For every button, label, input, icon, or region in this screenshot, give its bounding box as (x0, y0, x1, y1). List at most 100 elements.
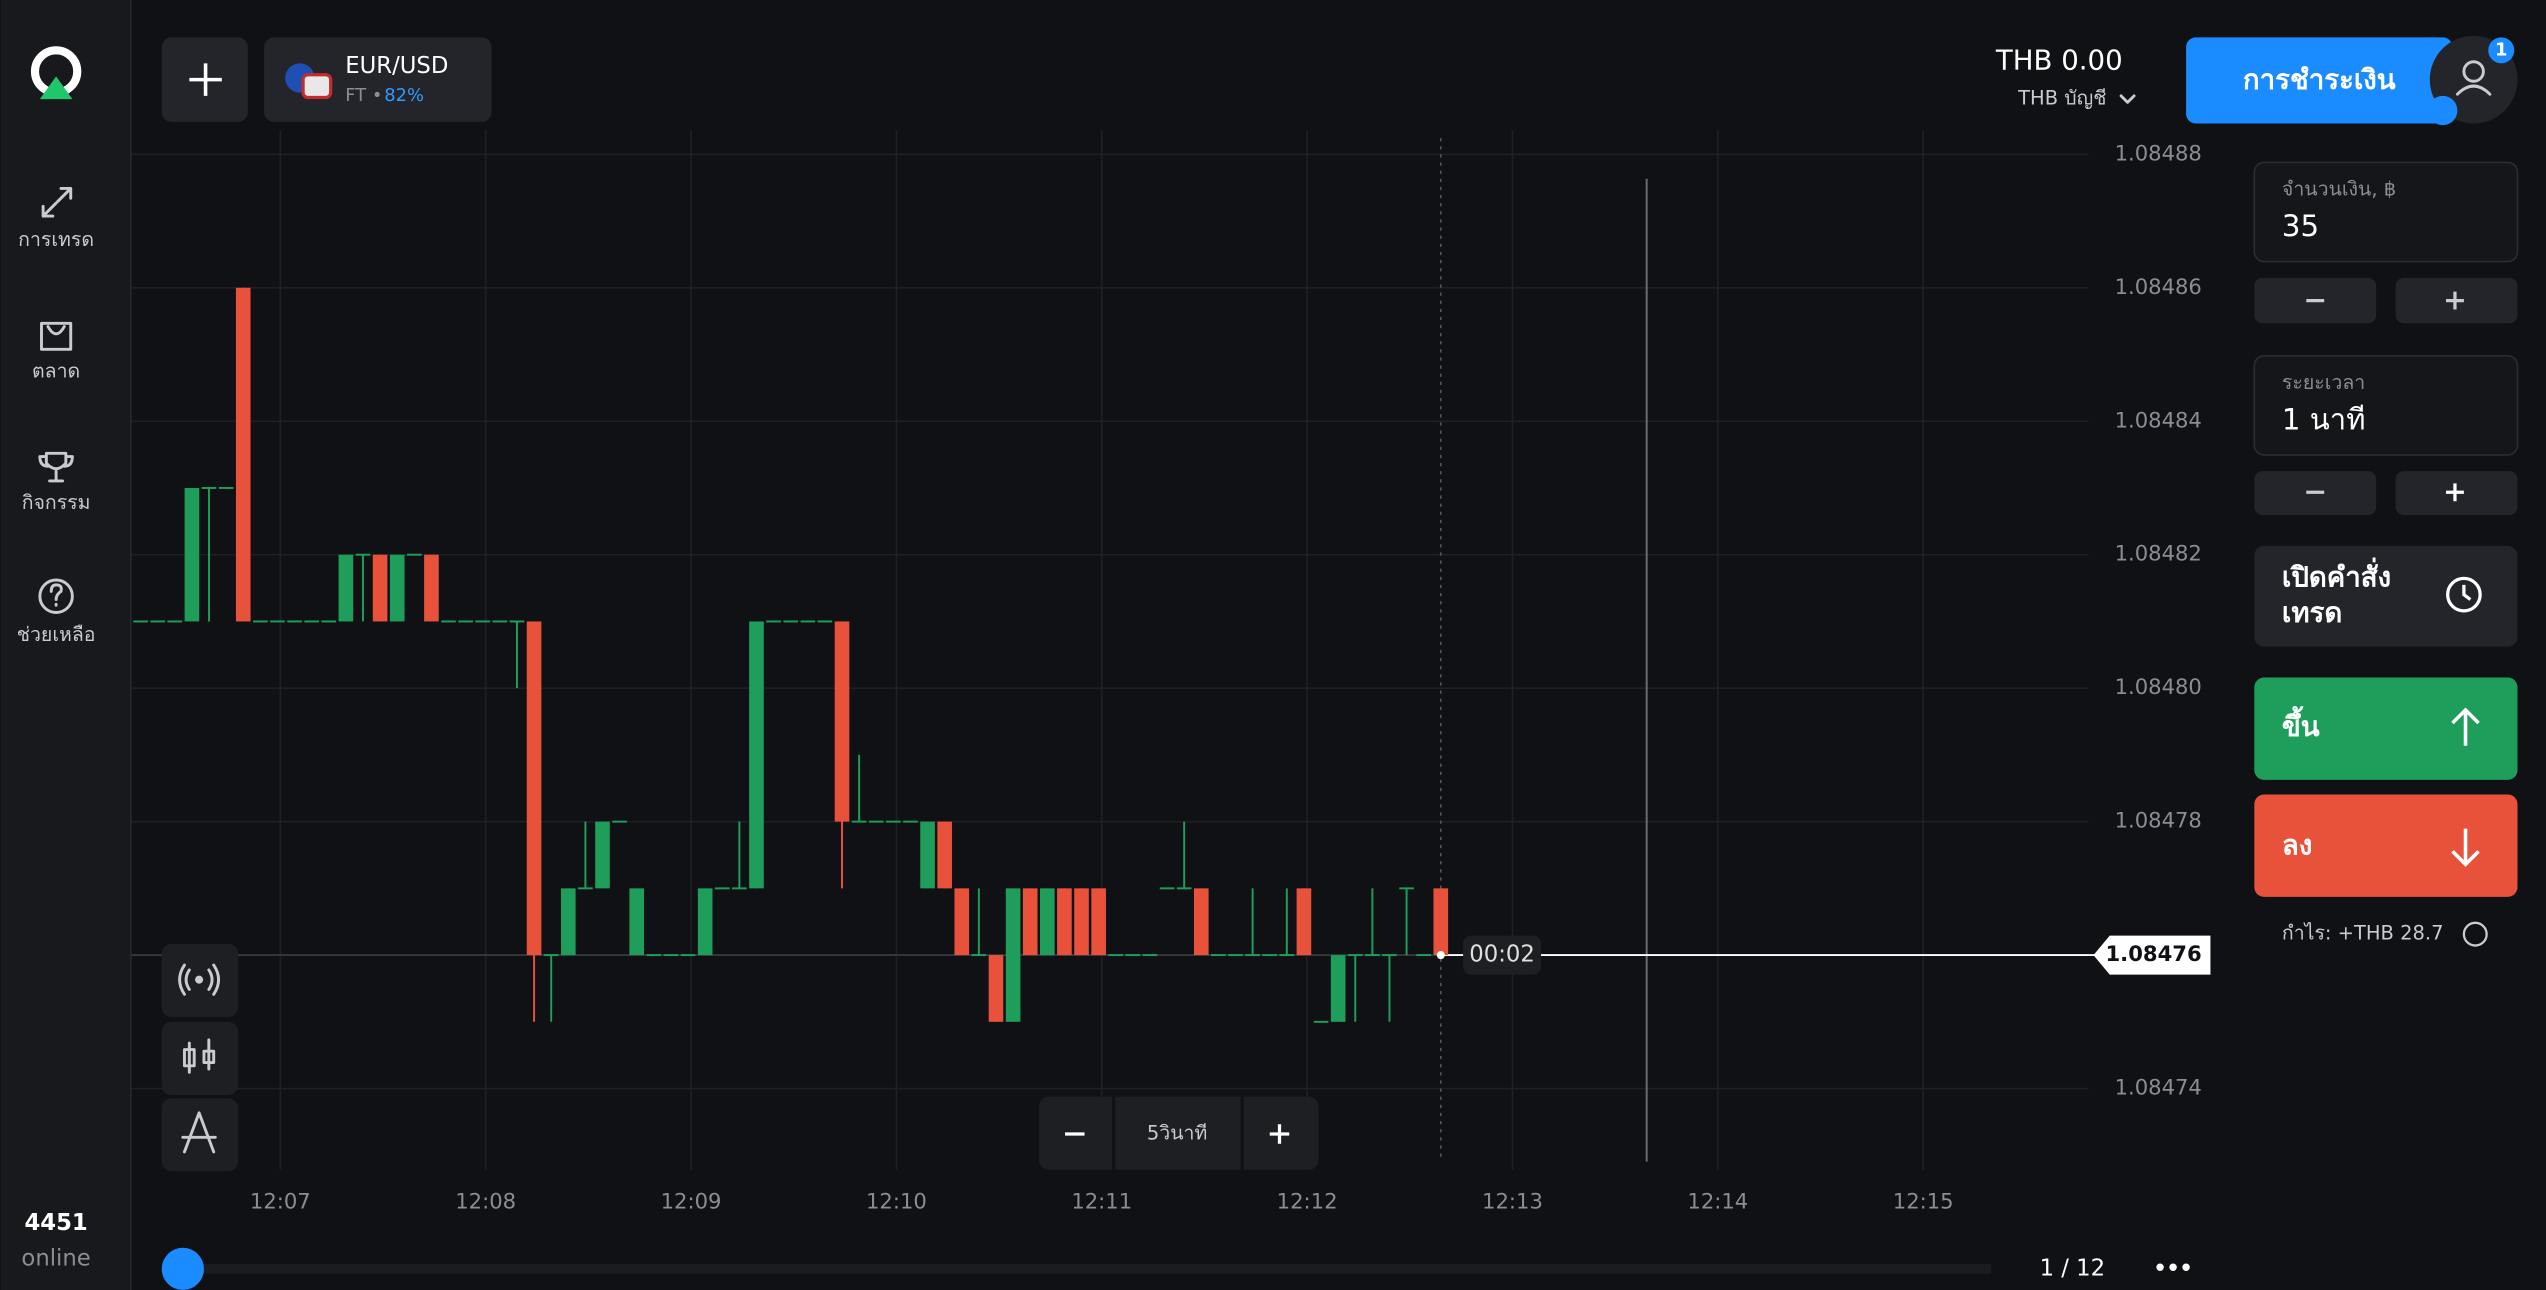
candle-body (749, 621, 764, 889)
status-dot (2428, 95, 2458, 126)
candle-body (783, 620, 799, 623)
logo[interactable] (30, 46, 82, 100)
candle-body (1040, 888, 1055, 956)
down-button[interactable]: ลง (2254, 794, 2518, 897)
candle-body (1433, 888, 1449, 956)
button-bg (2254, 677, 2518, 780)
sidebar (0, 0, 131, 1290)
candle-body (270, 620, 285, 623)
nav-help[interactable]: ช่วยเหลือ (17, 578, 96, 646)
user-icon-head (2462, 60, 2485, 83)
candle-body (954, 888, 970, 956)
duration-minus[interactable] (2254, 471, 2377, 516)
asset-selector[interactable]: EUR/USD FT • 82% (264, 37, 492, 122)
timer: 00:02 (1469, 942, 1535, 968)
candle-body (218, 487, 234, 489)
input-box (2253, 161, 2519, 263)
arrow-up (2451, 707, 2480, 746)
input-box (2253, 354, 2519, 456)
candle-body (1245, 954, 1260, 957)
signal-icon (195, 975, 204, 984)
candle-body (509, 620, 525, 623)
candle-body (578, 887, 593, 890)
candle-body (817, 620, 833, 623)
amount-input[interactable]: จำนวนเงิน, ฿ 35 (2253, 161, 2519, 263)
amount-label: จำนวนเงิน, ฿ (2282, 178, 2396, 201)
candle-body (1125, 954, 1141, 957)
down-label: ลง (2282, 828, 2312, 861)
timeframe-plus[interactable] (1269, 1124, 1290, 1144)
candle-body (235, 287, 251, 622)
nav-activities[interactable]: กิจกรรม (22, 451, 91, 514)
compass-icon (181, 1111, 217, 1154)
page-indicator: 1 / 12 (2040, 1255, 2106, 1281)
arrow-down (2451, 828, 2480, 867)
candle-body (1057, 888, 1072, 956)
more-button[interactable] (2156, 1263, 2190, 1271)
candle-body (714, 887, 730, 890)
candle-body (560, 888, 576, 956)
pending-label: เทรด (2282, 596, 2342, 629)
candle-body (475, 620, 491, 623)
pending-order-button[interactable]: เปิดคำสั่ง เทรด (2254, 545, 2518, 647)
candle-body (868, 820, 884, 823)
nav-label: ตลาด (32, 360, 80, 383)
candle-body (133, 620, 148, 623)
candle-body (1176, 887, 1192, 890)
deposit-button[interactable]: การชำระเงิน (2186, 37, 2453, 124)
candle-body (1211, 954, 1226, 957)
candle-body (920, 821, 935, 889)
drawing-tool[interactable] (161, 1098, 239, 1172)
duration-value: 1 นาที (2282, 402, 2366, 436)
candle-body (1228, 954, 1243, 957)
duration-input[interactable]: ระยะเวลา 1 นาที (2253, 354, 2519, 456)
pending-label: เปิดคำสั่ง (2282, 556, 2391, 593)
signal-tool[interactable] (161, 943, 239, 1018)
nav-trade[interactable]: การเทรด (18, 187, 94, 251)
nav-market[interactable]: ตลาด (32, 321, 80, 383)
candle-body (338, 554, 354, 622)
account-selector[interactable]: THB บัญชี (2017, 87, 2136, 110)
candle-body (1074, 888, 1089, 956)
trophy-icon (38, 451, 74, 483)
add-chart-button[interactable] (161, 37, 248, 122)
y-tick-label: 1.08478 (2115, 808, 2202, 833)
account-label: THB บัญชี (2017, 87, 2106, 110)
candle-body (1313, 1020, 1329, 1023)
button-bg (161, 1098, 239, 1172)
candle-body (988, 955, 1004, 1022)
candle-body (321, 620, 337, 623)
dot (2182, 1263, 2190, 1271)
candle-body (441, 620, 456, 623)
current-dot (1436, 951, 1445, 960)
candle-body (1159, 887, 1175, 890)
duration-plus[interactable] (2395, 471, 2518, 516)
candle-body (1330, 955, 1346, 1022)
x-tick-label: 12:08 (455, 1188, 516, 1213)
up-button[interactable]: ขึ้น (2254, 677, 2518, 780)
candle-body (1091, 888, 1106, 956)
candle-body (937, 821, 952, 889)
balance: THB 0.00 (1995, 44, 2123, 77)
dot (2169, 1263, 2177, 1271)
control-bg (1039, 1096, 1319, 1170)
candle-body (389, 554, 405, 622)
candle-body (543, 954, 559, 957)
market-icon (40, 321, 73, 351)
profile-button[interactable]: 1 (2428, 35, 2518, 126)
price-chart: 12:07 12:08 12:09 12:10 12:11 12:12 12:13 12:14… (130, 129, 2211, 1213)
help-icon (38, 578, 74, 614)
candle-body (167, 620, 183, 623)
scroll-handle[interactable] (161, 1247, 204, 1290)
amount-plus[interactable] (2395, 277, 2518, 324)
y-tick-label: 1.08482 (2115, 541, 2202, 566)
trade-icon (41, 187, 73, 218)
amount-value: 35 (2282, 209, 2319, 243)
chart-type-tool[interactable] (161, 1021, 239, 1096)
candle-body (851, 820, 867, 823)
profit-help[interactable] (2462, 921, 2488, 947)
clock-hands (2462, 584, 2472, 601)
amount-minus[interactable] (2254, 277, 2377, 324)
candle-body (526, 621, 542, 956)
